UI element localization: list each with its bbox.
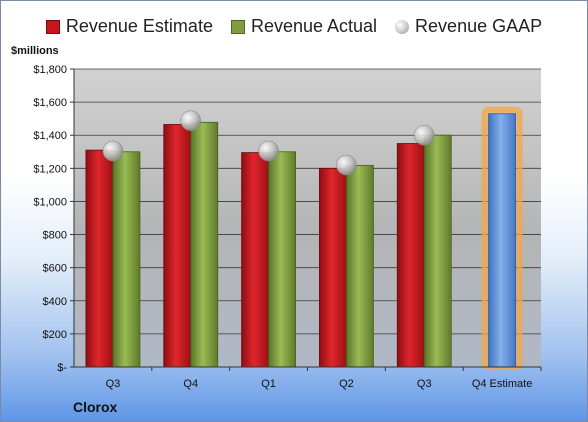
- legend: Revenue Estimate Revenue Actual Revenue …: [1, 16, 587, 37]
- bar-revenue-actual: [423, 134, 452, 368]
- bar-revenue-actual: [346, 164, 374, 368]
- marker-revenue-gaap: [102, 140, 124, 162]
- marker-revenue-gaap: [413, 124, 435, 146]
- legend-label-gaap: Revenue GAAP: [415, 16, 543, 36]
- bar-revenue-actual: [190, 121, 219, 368]
- y-tick-label: $1,600: [33, 97, 67, 109]
- x-tick-label: Q1: [261, 378, 276, 390]
- y-tick-label: $1,400: [33, 130, 67, 142]
- marker-revenue-gaap: [258, 140, 279, 162]
- legend-item-estimate: Revenue Estimate: [45, 16, 213, 37]
- y-tick-label: $1,800: [33, 64, 67, 76]
- marker-revenue-gaap: [180, 110, 202, 131]
- legend-item-actual: Revenue Actual: [230, 16, 378, 37]
- legend-label-estimate: Revenue Estimate: [65, 16, 213, 36]
- x-tick-label: Q3: [417, 378, 432, 390]
- bar-revenue-estimate: [163, 124, 192, 368]
- x-tick-label: Q4: [183, 378, 198, 390]
- y-tick-label: $600: [43, 263, 67, 275]
- y-tick-label: $200: [43, 329, 67, 341]
- bar-revenue-estimate: [396, 143, 425, 368]
- estimate-swatch-icon: [45, 19, 60, 34]
- y-tick-label: $800: [43, 230, 67, 242]
- actual-swatch-icon: [230, 19, 245, 34]
- x-tick-label: Q3: [106, 378, 121, 390]
- bar-revenue-estimate: [85, 149, 114, 368]
- legend-label-actual: Revenue Actual: [250, 16, 378, 36]
- y-axis-label: $millions: [11, 45, 59, 57]
- bar-revenue-estimate: [241, 152, 269, 368]
- bar-revenue-actual: [112, 151, 141, 368]
- y-tick-label: $400: [43, 296, 67, 308]
- y-tick-label: $1,000: [33, 196, 67, 208]
- company-name: Clorox: [73, 399, 118, 415]
- y-tick-label: $-: [57, 362, 67, 374]
- x-tick-label: Q2: [339, 378, 354, 390]
- marker-revenue-gaap: [336, 154, 357, 176]
- y-tick-label: $1,200: [33, 163, 67, 175]
- legend-item-gaap: Revenue GAAP: [395, 16, 542, 37]
- x-tick-label: Q4 Estimate: [472, 378, 533, 390]
- gaap-swatch-icon: [395, 19, 410, 34]
- bar-revenue-forecast: [488, 113, 516, 368]
- bar-revenue-actual: [268, 151, 296, 368]
- bar-revenue-estimate: [319, 167, 347, 368]
- plot-area: [74, 69, 541, 367]
